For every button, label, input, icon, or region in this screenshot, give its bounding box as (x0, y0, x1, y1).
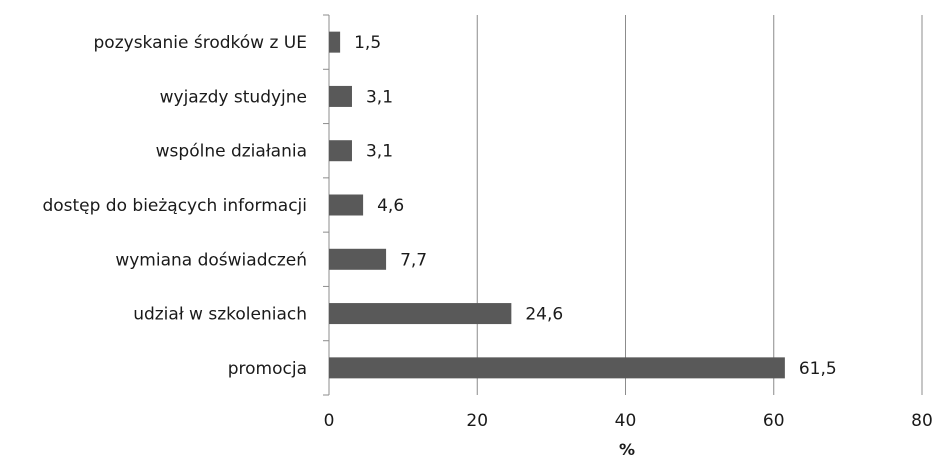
x-axis-ticks: 0 20 40 60 80 (324, 411, 933, 431)
category-labels: pozyskanie środków z UE wyjazdy studyjne w… (42, 33, 307, 379)
x-tick-label: 80 (911, 411, 933, 431)
x-tick-label: 60 (763, 411, 785, 431)
data-labels: 1,5 3,1 3,1 4,6 7,7 24,6 61,5 (354, 33, 837, 379)
gridlines (323, 14, 923, 396)
x-tick-label: 0 (324, 411, 335, 431)
data-label: 61,5 (799, 359, 837, 379)
category-label: promocja (228, 359, 307, 379)
category-label: wymiana doświadczeń (115, 250, 307, 270)
bar (329, 248, 387, 270)
category-label: wyjazdy studyjne (160, 87, 307, 107)
bar (329, 357, 785, 379)
data-label: 24,6 (525, 305, 563, 325)
category-label: udział w szkoleniach (133, 305, 307, 325)
bar (329, 194, 364, 216)
data-label: 4,6 (377, 196, 404, 216)
bar (329, 85, 352, 107)
category-label: dostęp do bieżących informacji (42, 196, 307, 216)
category-label: wspólne działania (156, 142, 307, 162)
bar (329, 140, 352, 162)
data-label: 3,1 (366, 87, 393, 107)
data-label: 1,5 (354, 33, 381, 53)
bar (329, 31, 341, 53)
data-label: 3,1 (366, 142, 393, 162)
bar (329, 303, 512, 325)
x-axis-title: % (619, 440, 635, 459)
data-label: 7,7 (400, 250, 427, 270)
x-tick-label: 20 (466, 411, 488, 431)
category-label: pozyskanie środków z UE (94, 33, 307, 53)
x-tick-label: 40 (615, 411, 637, 431)
bars (329, 31, 785, 379)
